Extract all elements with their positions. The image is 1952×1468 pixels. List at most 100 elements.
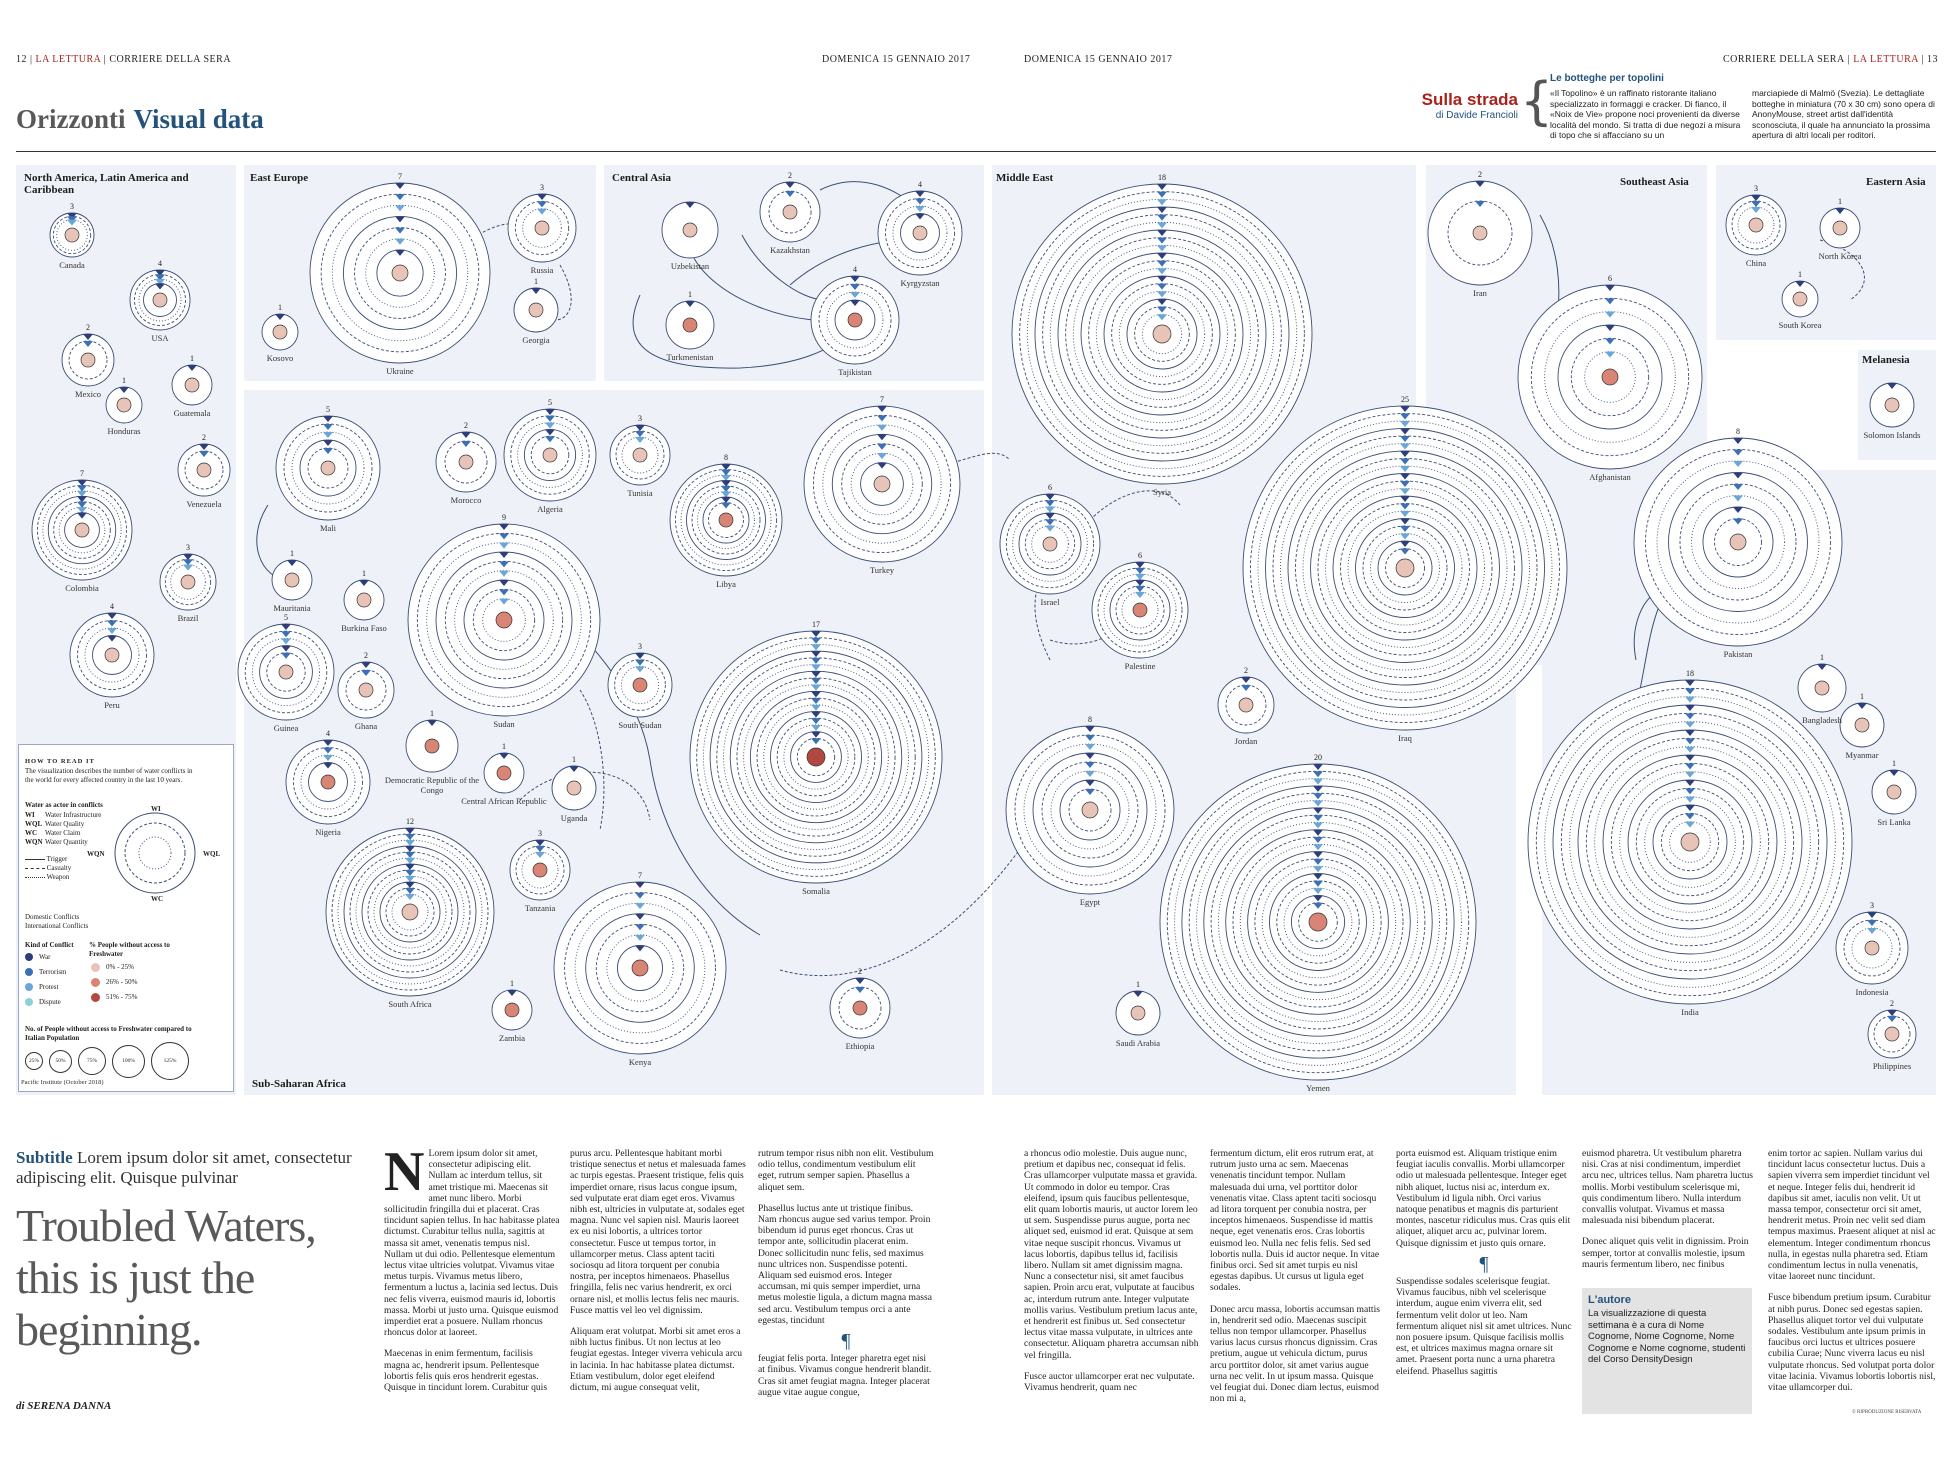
conflict-count: 7 — [398, 172, 402, 181]
country-usa: 4 — [130, 259, 190, 330]
country-label: Indonesia — [1855, 987, 1888, 997]
freshwater-dot — [285, 573, 299, 587]
conflict-count: 1 — [1860, 692, 1864, 701]
country-mali: 5 — [276, 405, 380, 520]
freshwater-dot — [402, 904, 418, 920]
conflict-count: 8 — [724, 453, 728, 462]
conflict-count: 1 — [362, 569, 366, 578]
legend-source: Pacific Institute (October 2018) — [21, 1078, 104, 1087]
freshwater-dot — [75, 523, 89, 537]
country-south-korea: 1 — [1782, 270, 1818, 317]
article-col-2: purus arcu. Pellentesque habitant morbi … — [570, 1148, 746, 1403]
conflict-count: 1 — [1136, 980, 1140, 989]
conflict-count: 3 — [1870, 901, 1874, 910]
conflict-count: 1 — [278, 303, 282, 312]
legend-box: HOW TO READ IT The visualization describ… — [18, 744, 234, 1092]
freshwater-dot — [1082, 802, 1098, 818]
legend-kind-item: Dispute — [25, 998, 67, 1007]
country-label: Ukraine — [386, 366, 413, 376]
country-label: China — [1746, 258, 1766, 268]
freshwater-dot — [497, 766, 511, 780]
country-label: Sudan — [493, 719, 514, 729]
legend-kind-item: Terrorism — [25, 968, 67, 977]
country-uzbekistan — [662, 202, 718, 258]
country-burkina-faso: 1 — [344, 569, 384, 620]
country-russia: 3 — [508, 183, 576, 262]
conflict-count: 4 — [326, 729, 330, 738]
freshwater-dot — [1885, 1027, 1899, 1041]
freshwater-dot — [1681, 833, 1699, 851]
freshwater-dot — [359, 683, 373, 697]
conflict-count: 6 — [1138, 551, 1142, 560]
conflict-count: 1 — [1820, 653, 1824, 662]
country-solomon-islands — [1870, 383, 1914, 427]
freshwater-dot — [496, 612, 512, 628]
freshwater-dot — [683, 223, 697, 237]
country-mexico: 2 — [62, 323, 114, 386]
country-label: Algeria — [537, 504, 563, 514]
conflict-count: 3 — [540, 183, 544, 192]
country-label: Solomon Islands — [1864, 430, 1921, 440]
article-col-4: a rhoncus odio molestie. Duis augue nunc… — [1024, 1148, 1200, 1403]
article-col-1: N Lorem ipsum dolor sit amet, consectetur… — [384, 1148, 560, 1403]
country-kazakhstan: 2 — [760, 171, 820, 242]
swatch-dot-icon — [91, 978, 100, 987]
country-philippines: 2 — [1868, 999, 1916, 1058]
country-label: Myanmar — [1845, 750, 1878, 760]
freshwater-dot — [533, 863, 547, 877]
conflict-count: 1 — [1838, 197, 1842, 206]
freshwater-dot — [273, 325, 287, 339]
country-label: Guatemala — [174, 408, 211, 418]
country-kosovo: 1 — [262, 303, 298, 350]
conflict-count: 1 — [572, 755, 576, 764]
legend-kind-title: Kind of Conflict — [25, 941, 74, 950]
swatch-dot-icon — [25, 968, 33, 976]
conflict-count: 8 — [1736, 427, 1740, 436]
freshwater-dot — [1153, 325, 1171, 343]
legend-compare-circle: 50% — [49, 1050, 72, 1073]
legend-compare-circle: 100% — [112, 1045, 145, 1078]
country-label: Venezuela — [187, 499, 222, 509]
country-saudi-arabia: 1 — [1116, 980, 1160, 1035]
legend-kinds: War Terrorism Protest Dispute — [25, 953, 67, 1013]
legend-wqn: WQN — [87, 850, 105, 858]
country-label: Saudi Arabia — [1116, 1038, 1160, 1048]
country-label: Democratic Republic of the Congo — [382, 775, 482, 795]
swatch-dot-icon — [25, 953, 33, 961]
conflict-count: 3 — [638, 642, 642, 651]
conflict-count: 5 — [548, 398, 552, 407]
freshwater-dot — [567, 781, 581, 795]
conflict-count: 7 — [880, 395, 884, 404]
conflict-count: 2 — [788, 171, 792, 180]
freshwater-dot — [1887, 785, 1901, 799]
country-label: Libya — [716, 579, 736, 589]
freshwater-dot — [1133, 603, 1147, 617]
country-israel: 6 — [1000, 483, 1100, 594]
pilcrow-icon-2: ¶ — [1396, 1259, 1572, 1270]
country-north-korea: 1 — [1820, 197, 1860, 248]
freshwater-dot — [853, 1001, 867, 1015]
author-title: L'autore — [1582, 1288, 1752, 1306]
legend-wi: WI — [151, 805, 161, 813]
country-democratic-republic-of-the-congo: 1 — [406, 709, 458, 772]
legend-domestic: Domestic Conflicts — [25, 913, 79, 922]
conflict-count: 1 — [1892, 759, 1896, 768]
conflict-count: 20 — [1314, 753, 1322, 762]
country-indonesia: 3 — [1836, 901, 1908, 984]
country-uganda: 1 — [552, 755, 596, 810]
article-col-8: enim tortor ac sapien. Nullam varius dui… — [1768, 1148, 1938, 1403]
freshwater-dot — [543, 448, 557, 462]
country-guinea: 5 — [238, 613, 334, 720]
conflict-count: 2 — [1478, 170, 1482, 179]
author-text: La visualizzazione di questa settimana è… — [1582, 1306, 1752, 1368]
country-label: South Africa — [388, 999, 431, 1009]
country-central-african-republic: 1 — [484, 742, 524, 793]
article-col-3: rutrum tempor risus nibh non elit. Vesti… — [758, 1148, 934, 1408]
conflict-count: 1 — [510, 979, 514, 988]
freshwater-dot — [1793, 292, 1807, 306]
country-turkmenistan: 1 — [666, 290, 714, 349]
country-label: North Korea — [1819, 251, 1862, 261]
country-tanzania: 3 — [510, 829, 570, 900]
freshwater-dot — [279, 665, 293, 679]
conflict-count: 2 — [1244, 666, 1248, 675]
